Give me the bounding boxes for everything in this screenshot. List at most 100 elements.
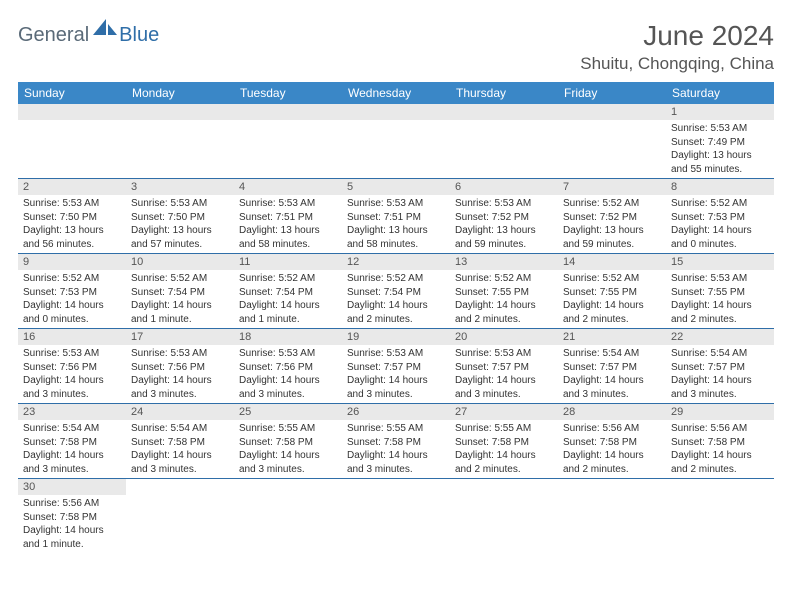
calendar-week-row: 16Sunrise: 5:53 AMSunset: 7:56 PMDayligh… bbox=[18, 329, 774, 404]
month-title: June 2024 bbox=[580, 20, 774, 52]
day-details: Sunrise: 5:55 AMSunset: 7:58 PMDaylight:… bbox=[342, 420, 450, 478]
logo: General Blue bbox=[18, 20, 159, 47]
daylight-text: Daylight: 13 hours and 58 minutes. bbox=[239, 224, 337, 251]
day-details: Sunrise: 5:56 AMSunset: 7:58 PMDaylight:… bbox=[18, 495, 126, 553]
sunset-text: Sunset: 7:55 PM bbox=[455, 286, 553, 300]
daylight-text: Daylight: 13 hours and 58 minutes. bbox=[347, 224, 445, 251]
sunset-text: Sunset: 7:58 PM bbox=[347, 436, 445, 450]
calendar-day-cell bbox=[126, 479, 234, 554]
calendar-day-cell: 1Sunrise: 5:53 AMSunset: 7:49 PMDaylight… bbox=[666, 104, 774, 179]
sunset-text: Sunset: 7:51 PM bbox=[347, 211, 445, 225]
day-details: Sunrise: 5:54 AMSunset: 7:58 PMDaylight:… bbox=[126, 420, 234, 478]
daylight-text: Daylight: 14 hours and 2 minutes. bbox=[671, 299, 769, 326]
sunrise-text: Sunrise: 5:52 AM bbox=[347, 272, 445, 286]
daylight-text: Daylight: 14 hours and 3 minutes. bbox=[131, 374, 229, 401]
day-number: 16 bbox=[18, 329, 126, 345]
sunset-text: Sunset: 7:58 PM bbox=[239, 436, 337, 450]
daylight-text: Daylight: 14 hours and 3 minutes. bbox=[239, 374, 337, 401]
daylight-text: Daylight: 14 hours and 3 minutes. bbox=[23, 449, 121, 476]
day-number: 12 bbox=[342, 254, 450, 270]
sunrise-text: Sunrise: 5:54 AM bbox=[23, 422, 121, 436]
empty-day bbox=[18, 104, 126, 120]
calendar-day-cell bbox=[342, 104, 450, 179]
daylight-text: Daylight: 14 hours and 2 minutes. bbox=[347, 299, 445, 326]
sunset-text: Sunset: 7:58 PM bbox=[671, 436, 769, 450]
sunrise-text: Sunrise: 5:52 AM bbox=[239, 272, 337, 286]
sunrise-text: Sunrise: 5:56 AM bbox=[671, 422, 769, 436]
calendar-day-cell bbox=[558, 479, 666, 554]
day-details: Sunrise: 5:53 AMSunset: 7:56 PMDaylight:… bbox=[126, 345, 234, 403]
calendar-week-row: 2Sunrise: 5:53 AMSunset: 7:50 PMDaylight… bbox=[18, 179, 774, 254]
day-number: 1 bbox=[666, 104, 774, 120]
sunset-text: Sunset: 7:57 PM bbox=[347, 361, 445, 375]
daylight-text: Daylight: 14 hours and 3 minutes. bbox=[131, 449, 229, 476]
day-details: Sunrise: 5:53 AMSunset: 7:50 PMDaylight:… bbox=[126, 195, 234, 253]
calendar-day-cell: 12 Sunrise: 5:52 AMSunset: 7:54 PMDayligh… bbox=[342, 254, 450, 329]
sunset-text: Sunset: 7:57 PM bbox=[455, 361, 553, 375]
sunrise-text: Sunrise: 5:54 AM bbox=[671, 347, 769, 361]
calendar-day-cell: 30Sunrise: 5:56 AMSunset: 7:58 PMDayligh… bbox=[18, 479, 126, 554]
sunset-text: Sunset: 7:54 PM bbox=[239, 286, 337, 300]
calendar-day-cell: 11 Sunrise: 5:52 AMSunset: 7:54 PMDayligh… bbox=[234, 254, 342, 329]
logo-text-general: General bbox=[18, 24, 89, 47]
calendar-day-cell bbox=[558, 104, 666, 179]
sunrise-text: Sunrise: 5:53 AM bbox=[455, 347, 553, 361]
daylight-text: Daylight: 13 hours and 57 minutes. bbox=[131, 224, 229, 251]
sunrise-text: Sunrise: 5:53 AM bbox=[131, 347, 229, 361]
day-number: 27 bbox=[450, 404, 558, 420]
sunset-text: Sunset: 7:53 PM bbox=[671, 211, 769, 225]
empty-day bbox=[126, 104, 234, 120]
day-number: 17 bbox=[126, 329, 234, 345]
sunrise-text: Sunrise: 5:53 AM bbox=[239, 347, 337, 361]
sunset-text: Sunset: 7:54 PM bbox=[131, 286, 229, 300]
day-details: Sunrise: 5:54 AMSunset: 7:57 PMDaylight:… bbox=[558, 345, 666, 403]
sunset-text: Sunset: 7:50 PM bbox=[131, 211, 229, 225]
calendar-body: 1Sunrise: 5:53 AMSunset: 7:49 PMDaylight… bbox=[18, 104, 774, 553]
sunrise-text: Sunrise: 5:53 AM bbox=[347, 347, 445, 361]
weekday-header: Wednesday bbox=[342, 82, 450, 104]
day-number: 29 bbox=[666, 404, 774, 420]
weekday-header: Thursday bbox=[450, 82, 558, 104]
calendar-day-cell: 10Sunrise: 5:52 AMSunset: 7:54 PMDayligh… bbox=[126, 254, 234, 329]
day-details: Sunrise: 5:52 AMSunset: 7:52 PMDaylight:… bbox=[558, 195, 666, 253]
sunset-text: Sunset: 7:57 PM bbox=[671, 361, 769, 375]
sunset-text: Sunset: 7:58 PM bbox=[23, 436, 121, 450]
daylight-text: Daylight: 14 hours and 3 minutes. bbox=[455, 374, 553, 401]
day-number: 22 bbox=[666, 329, 774, 345]
sunset-text: Sunset: 7:54 PM bbox=[347, 286, 445, 300]
sunset-text: Sunset: 7:58 PM bbox=[23, 511, 121, 525]
sunset-text: Sunset: 7:50 PM bbox=[23, 211, 121, 225]
day-details: Sunrise: 5:52 AMSunset: 7:55 PMDaylight:… bbox=[558, 270, 666, 328]
calendar-day-cell: 9Sunrise: 5:52 AMSunset: 7:53 PMDaylight… bbox=[18, 254, 126, 329]
sunrise-text: Sunrise: 5:52 AM bbox=[455, 272, 553, 286]
calendar-day-cell: 13Sunrise: 5:52 AMSunset: 7:55 PMDayligh… bbox=[450, 254, 558, 329]
day-number: 10 bbox=[126, 254, 234, 270]
sunrise-text: Sunrise: 5:54 AM bbox=[131, 422, 229, 436]
calendar-day-cell: 28Sunrise: 5:56 AMSunset: 7:58 PMDayligh… bbox=[558, 404, 666, 479]
day-number: 9 bbox=[18, 254, 126, 270]
sunset-text: Sunset: 7:58 PM bbox=[131, 436, 229, 450]
day-details: Sunrise: 5:53 AMSunset: 7:51 PMDaylight:… bbox=[234, 195, 342, 253]
calendar-week-row: 23Sunrise: 5:54 AMSunset: 7:58 PMDayligh… bbox=[18, 404, 774, 479]
empty-day bbox=[450, 104, 558, 120]
day-number: 11 bbox=[234, 254, 342, 270]
sunrise-text: Sunrise: 5:55 AM bbox=[347, 422, 445, 436]
sunrise-text: Sunrise: 5:52 AM bbox=[131, 272, 229, 286]
calendar-week-row: 1Sunrise: 5:53 AMSunset: 7:49 PMDaylight… bbox=[18, 104, 774, 179]
title-block: June 2024 Shuitu, Chongqing, China bbox=[580, 20, 774, 74]
daylight-text: Daylight: 14 hours and 3 minutes. bbox=[239, 449, 337, 476]
daylight-text: Daylight: 14 hours and 1 minute. bbox=[239, 299, 337, 326]
weekday-header: Friday bbox=[558, 82, 666, 104]
calendar-day-cell bbox=[666, 479, 774, 554]
calendar-table: Sunday Monday Tuesday Wednesday Thursday… bbox=[18, 82, 774, 553]
day-details: Sunrise: 5:53 AMSunset: 7:51 PMDaylight:… bbox=[342, 195, 450, 253]
calendar-day-cell bbox=[234, 104, 342, 179]
daylight-text: Daylight: 14 hours and 0 minutes. bbox=[23, 299, 121, 326]
daylight-text: Daylight: 14 hours and 2 minutes. bbox=[455, 449, 553, 476]
daylight-text: Daylight: 14 hours and 3 minutes. bbox=[23, 374, 121, 401]
calendar-day-cell: 26Sunrise: 5:55 AMSunset: 7:58 PMDayligh… bbox=[342, 404, 450, 479]
logo-sail-icon bbox=[93, 18, 119, 41]
day-number: 28 bbox=[558, 404, 666, 420]
day-details: Sunrise: 5:55 AMSunset: 7:58 PMDaylight:… bbox=[450, 420, 558, 478]
calendar-day-cell: 19Sunrise: 5:53 AMSunset: 7:57 PMDayligh… bbox=[342, 329, 450, 404]
